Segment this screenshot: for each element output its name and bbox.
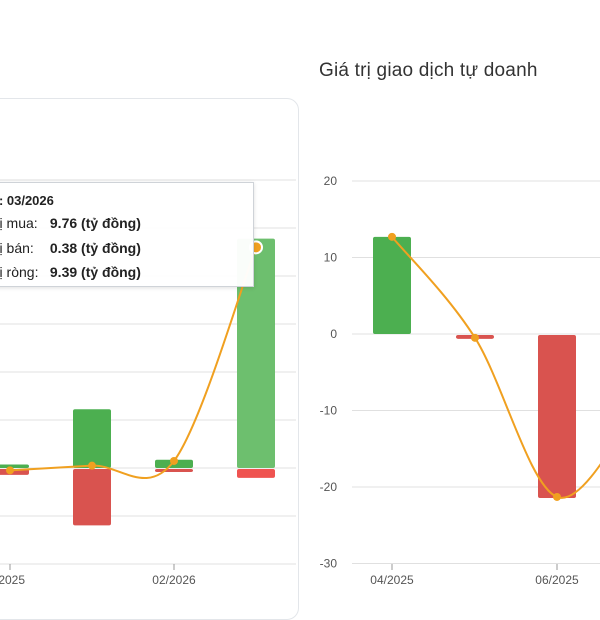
tooltip-buy-label: trị mua: xyxy=(0,215,38,231)
net-point xyxy=(471,333,479,342)
buy-bar xyxy=(237,238,275,468)
x-tick-label: /2025 xyxy=(0,573,25,587)
y-tick-label: -30 xyxy=(320,557,338,571)
x-tick-label: 02/2026 xyxy=(152,573,196,587)
net-line xyxy=(391,236,600,499)
charts-canvas: /2025 02/2026 20 10 0 -10 -20 -30 04/2025 06/202… xyxy=(0,174,600,587)
buy-bar xyxy=(0,464,29,468)
buy-bar xyxy=(373,236,411,334)
net-point xyxy=(88,461,96,470)
net-point xyxy=(388,232,396,241)
tooltip-net-value: 9.39 (tỷ đồng) xyxy=(49,264,141,280)
left-chart: /2025 02/2026 xyxy=(0,179,296,587)
right-chart-title: Giá trị giao dịch tự doanh xyxy=(319,60,538,81)
right-chart: 20 10 0 -10 -20 -30 04/2025 06/2025 xyxy=(320,174,600,587)
sell-bar xyxy=(73,469,111,526)
net-point xyxy=(553,492,561,501)
chart-tooltip: n: 03/2026 trị mua: 9.76 (tỷ đồng) trị b… xyxy=(0,182,254,287)
tooltip-row-net: trị ròng: 9.39 (tỷ đồng) xyxy=(0,264,141,280)
buy-bar xyxy=(73,409,111,468)
net-point xyxy=(6,466,14,475)
net-line xyxy=(9,246,257,480)
tooltip-row-sell: trị bán: 0.38 (tỷ đồng) xyxy=(0,240,141,256)
tooltip-header: n: 03/2026 xyxy=(0,193,54,208)
tooltip-sell-value: 0.38 (tỷ đồng) xyxy=(49,240,141,256)
y-tick-label: -20 xyxy=(320,480,338,494)
tooltip-net-label: trị ròng: xyxy=(0,264,39,280)
tooltip-row-buy: trị mua: 9.76 (tỷ đồng) xyxy=(0,215,141,231)
y-tick-label: -10 xyxy=(320,404,338,418)
x-tick-label: 06/2025 xyxy=(535,573,579,587)
tooltip-sell-label: trị bán: xyxy=(0,240,34,256)
sell-bar xyxy=(155,469,193,472)
y-tick-label: 10 xyxy=(324,251,338,265)
sell-bar xyxy=(538,335,576,498)
x-tick-label: 04/2025 xyxy=(370,573,414,587)
y-tick-label: 20 xyxy=(324,174,338,188)
net-point xyxy=(170,456,178,465)
y-tick-label: 0 xyxy=(330,327,337,341)
tooltip-buy-value: 9.76 (tỷ đồng) xyxy=(49,215,141,231)
sell-bar xyxy=(237,469,275,478)
